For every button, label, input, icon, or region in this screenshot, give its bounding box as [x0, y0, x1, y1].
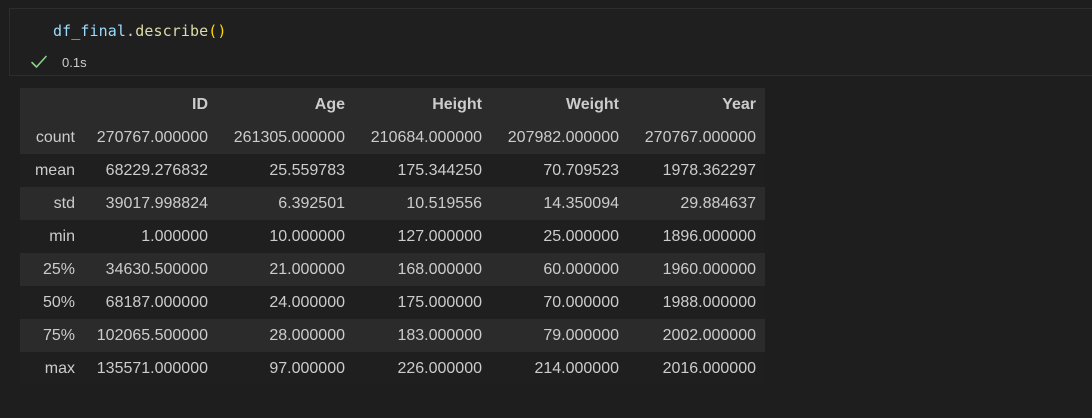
check-icon — [31, 55, 47, 68]
table-cell: 10.519556 — [406, 194, 482, 212]
table-row: min 1.000000 10.000000 127.000000 25.000… — [20, 220, 765, 253]
execution-status: 0.1s — [30, 53, 87, 71]
column-header-year: Year — [628, 88, 765, 121]
table-cell: 25.559783 — [269, 161, 345, 179]
row-label: 75% — [42, 326, 75, 344]
table-cell: 175.000000 — [397, 293, 482, 311]
column-header-id: ID — [84, 88, 217, 121]
table-cell: 183.000000 — [397, 326, 482, 344]
table-row: 75% 102065.500000 28.000000 183.000000 7… — [20, 319, 765, 352]
table-cell: 2002.000000 — [662, 326, 756, 344]
table-cell: 127.000000 — [397, 227, 482, 245]
table-row: max 135571.000000 97.000000 226.000000 2… — [20, 352, 765, 385]
dataframe-output-table: ID Age Height Weight Year count 270767.0… — [20, 88, 765, 385]
table-cell: 79.000000 — [543, 326, 619, 344]
table-row: 50% 68187.000000 24.000000 175.000000 70… — [20, 286, 765, 319]
execution-time: 0.1s — [62, 54, 87, 70]
table-cell: 214.000000 — [534, 359, 619, 377]
table-cell: 25.000000 — [543, 227, 619, 245]
row-label: std — [53, 194, 75, 212]
table-cell: 34630.500000 — [105, 260, 208, 278]
column-header-weight: Weight — [491, 88, 628, 121]
table-cell: 226.000000 — [397, 359, 482, 377]
table-cell: 24.000000 — [269, 293, 345, 311]
table-row: count 270767.000000 261305.000000 210684… — [20, 121, 765, 154]
table-cell: 97.000000 — [269, 359, 345, 377]
table-cell: 39017.998824 — [105, 194, 208, 212]
table-cell: 68229.276832 — [105, 161, 208, 179]
table-cell: 1896.000000 — [662, 227, 756, 245]
table-row: mean 68229.276832 25.559783 175.344250 7… — [20, 154, 765, 187]
table-cell: 210684.000000 — [370, 128, 482, 146]
table-cell: 10.000000 — [269, 227, 345, 245]
table-cell: 207982.000000 — [507, 128, 619, 146]
table-cell: 29.884637 — [680, 194, 756, 212]
code-cell[interactable]: df_final.describe() 0.1s — [9, 8, 1092, 76]
table-row: std 39017.998824 6.392501 10.519556 14.3… — [20, 187, 765, 220]
table-cell: 70.709523 — [543, 161, 619, 179]
index-header — [20, 88, 84, 121]
table-cell: 6.392501 — [278, 194, 345, 212]
table-cell: 270767.000000 — [644, 128, 756, 146]
table-cell: 28.000000 — [269, 326, 345, 344]
table-cell: 168.000000 — [397, 260, 482, 278]
table-cell: 70.000000 — [543, 293, 619, 311]
table-cell: 14.350094 — [543, 194, 619, 212]
row-label: max — [44, 359, 75, 377]
table-cell: 270767.000000 — [96, 128, 208, 146]
table-header-row: ID Age Height Weight Year — [20, 88, 765, 121]
table-cell: 175.344250 — [397, 161, 482, 179]
table-cell: 261305.000000 — [233, 128, 345, 146]
table-cell: 21.000000 — [269, 260, 345, 278]
row-label: count — [35, 128, 75, 146]
table-cell: 68187.000000 — [105, 293, 208, 311]
column-header-height: Height — [354, 88, 491, 121]
table-cell: 1960.000000 — [662, 260, 756, 278]
column-header-age: Age — [217, 88, 354, 121]
row-label: 25% — [42, 260, 75, 278]
table-cell: 2016.000000 — [662, 359, 756, 377]
table-row: 25% 34630.500000 21.000000 168.000000 60… — [20, 253, 765, 286]
table-cell: 60.000000 — [543, 260, 619, 278]
code-method: describe — [135, 22, 209, 40]
table-cell: 1.000000 — [141, 227, 208, 245]
code-line[interactable]: df_final.describe() — [53, 22, 227, 40]
code-parens: () — [208, 22, 227, 40]
code-dot: . — [126, 22, 136, 40]
table-cell: 135571.000000 — [96, 359, 208, 377]
row-label: 50% — [42, 293, 75, 311]
row-label: mean — [34, 161, 75, 179]
table-cell: 1988.000000 — [662, 293, 756, 311]
code-object: df_final — [53, 22, 127, 40]
row-label: min — [49, 227, 75, 245]
table-cell: 102065.500000 — [96, 326, 208, 344]
table-cell: 1978.362297 — [662, 161, 756, 179]
